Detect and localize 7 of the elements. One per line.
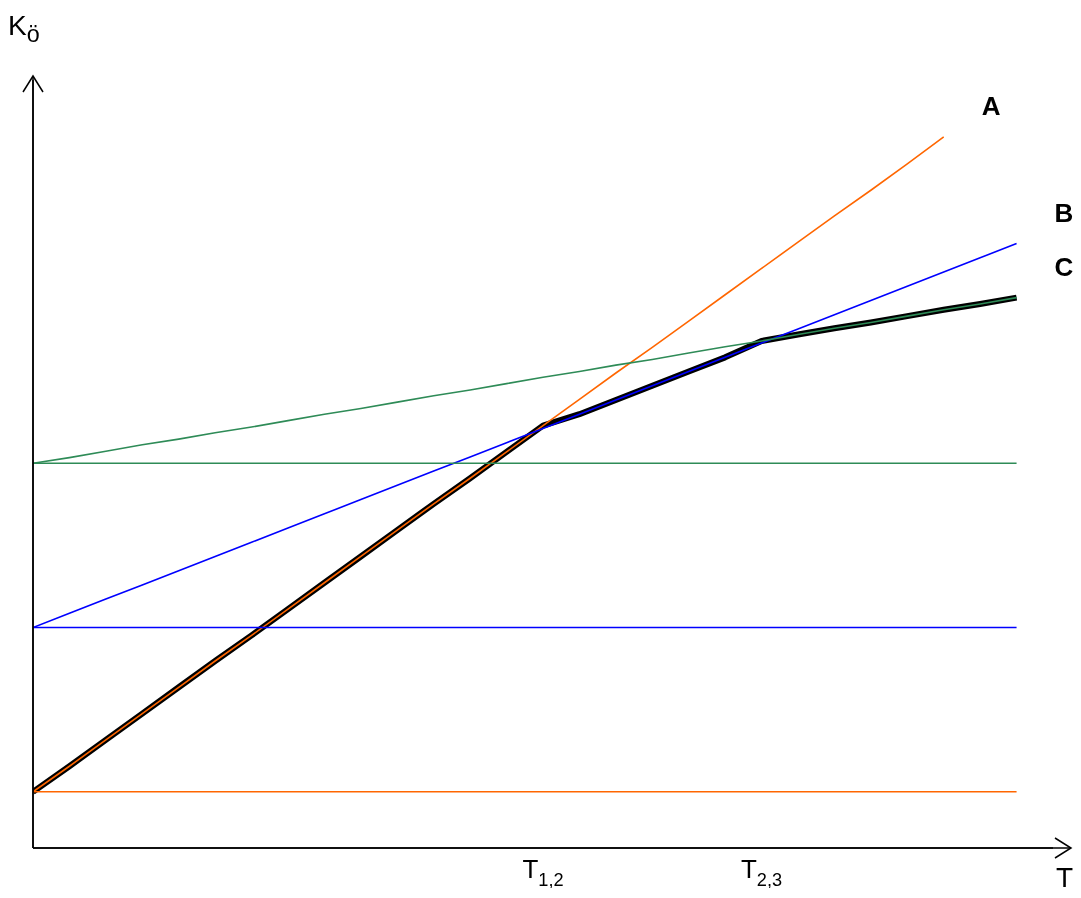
x-axis-title: T: [1055, 862, 1073, 894]
y-axis-title: K$_{ö}$: [8, 10, 40, 48]
series-label: B: [1054, 197, 1074, 228]
x-tick-label: T$_{2,3}$: [740, 854, 783, 890]
series-label: C: [1054, 251, 1074, 282]
series-label: A: [981, 90, 1001, 121]
x-tick-label: T$_{1,2}$: [522, 854, 564, 890]
